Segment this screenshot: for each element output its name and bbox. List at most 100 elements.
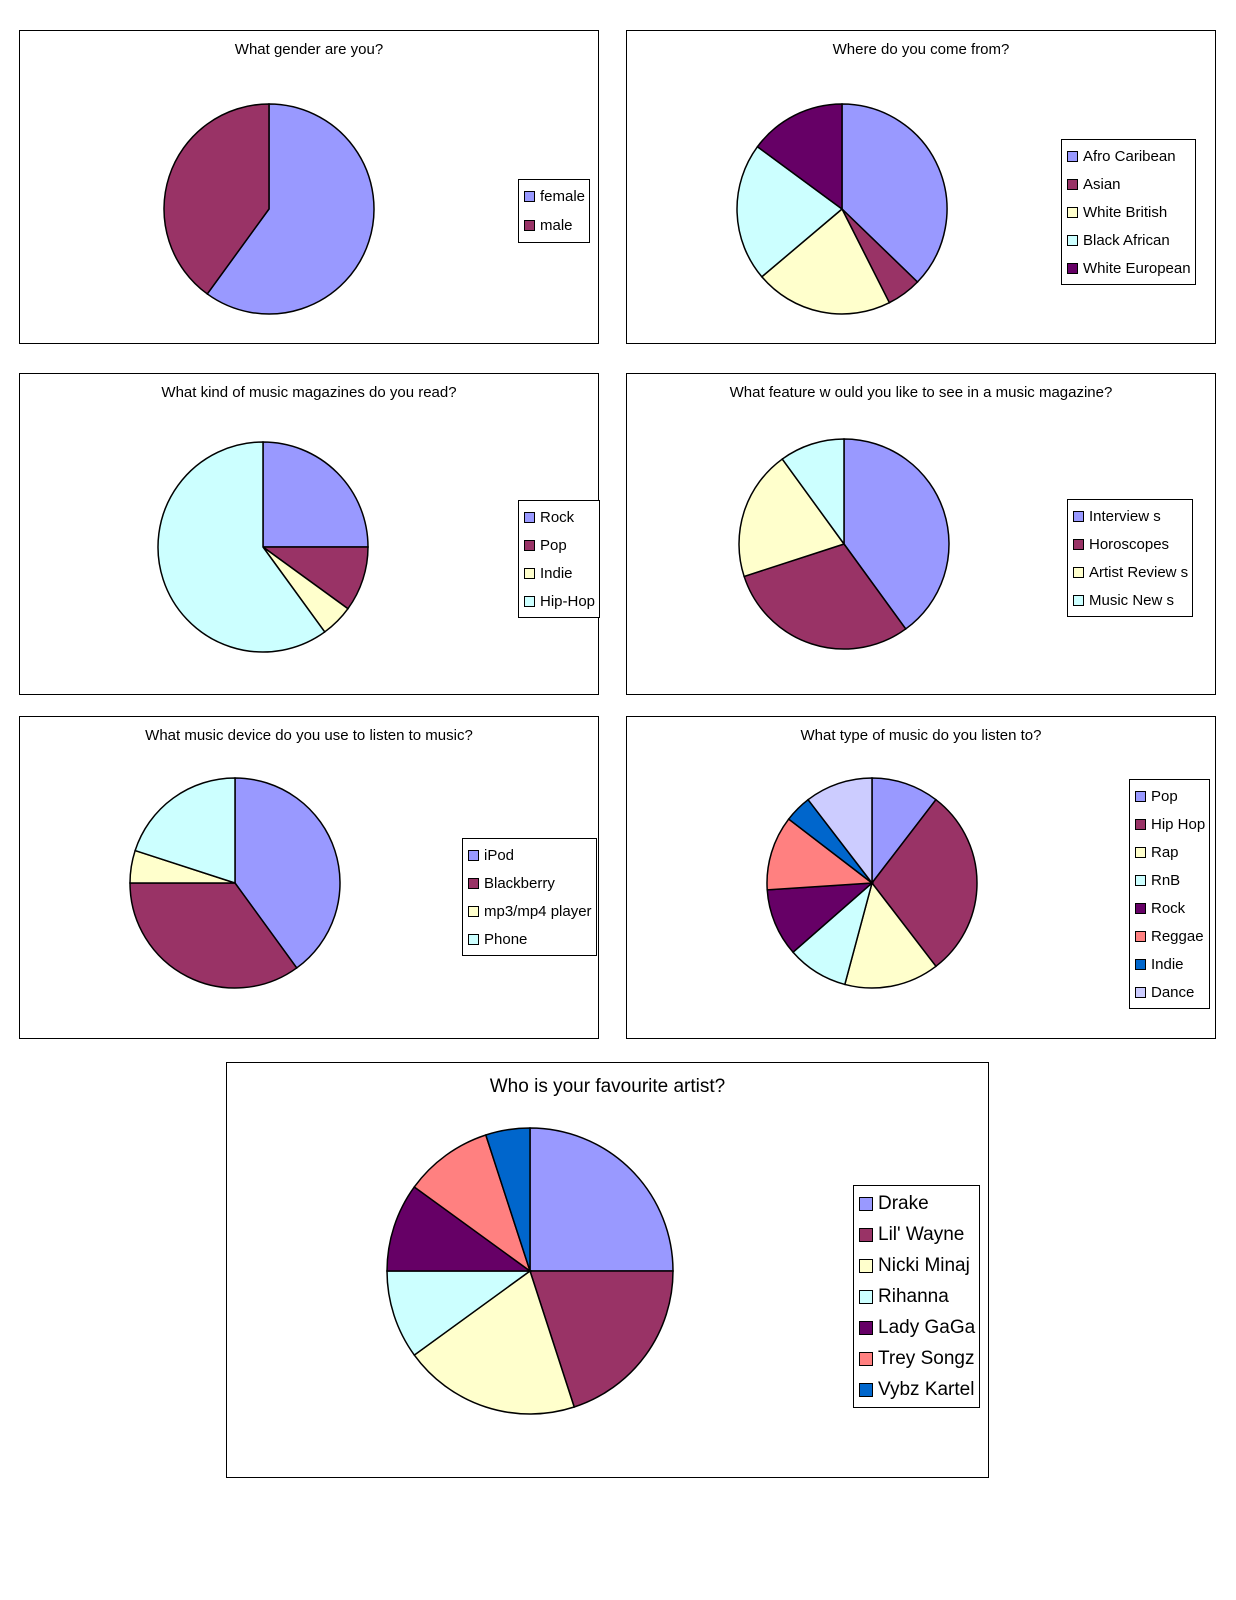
- legend-label: Hip Hop: [1151, 815, 1206, 833]
- pie-slice-horoscopes: [743, 543, 907, 650]
- legend-label: Pop: [1151, 787, 1178, 805]
- legend-label: Pop: [540, 536, 567, 554]
- chart-feature: What feature w ould you like to see in a…: [626, 373, 1216, 695]
- pie-slice-music-new-s: [781, 438, 845, 547]
- legend-swatch: [1135, 958, 1146, 970]
- chart-title: What music device do you use to listen t…: [145, 727, 473, 744]
- legend-label: Dance: [1151, 983, 1195, 1001]
- legend-item: Lady GaGa: [859, 1312, 975, 1343]
- chart-artist: Who is your favourite artist? Drake Lil' …: [226, 1062, 989, 1478]
- legend-swatch: [1067, 234, 1078, 246]
- legend-swatch: [1135, 986, 1146, 998]
- legend-item: Rap: [1135, 838, 1205, 866]
- chart-gender: What gender are you? female male: [19, 30, 599, 344]
- legend-swatch: [468, 849, 479, 861]
- pie-slice-rock: [766, 882, 875, 954]
- legend-label: Trey Songz: [878, 1347, 975, 1369]
- pie-slice-rihanna: [386, 1270, 533, 1357]
- legend-label: Nicki Minaj: [878, 1254, 970, 1276]
- legend-swatch: [524, 595, 535, 607]
- legend-label: Indie: [540, 564, 573, 582]
- legend-item: Drake: [859, 1188, 975, 1219]
- legend-swatch: [1073, 510, 1084, 522]
- legend-label: RnB: [1151, 871, 1181, 889]
- pie-slice-afro-caribean: [841, 103, 948, 284]
- pie-slice-lil-wayne: [528, 1270, 674, 1408]
- legend-swatch: [524, 220, 535, 231]
- pie-slice-artist-review-s: [738, 458, 846, 578]
- legend-item: Rock: [524, 503, 595, 531]
- legend-swatch: [1073, 594, 1084, 606]
- legend-label: Asian: [1083, 175, 1121, 193]
- legend-item: Nicki Minaj: [859, 1250, 975, 1281]
- legend-item: Indie: [1135, 950, 1205, 978]
- chart-device: What music device do you use to listen t…: [19, 716, 599, 1039]
- legend-swatch: [468, 933, 479, 945]
- pie-genre: [766, 777, 978, 989]
- legend-item: Trey Songz: [859, 1343, 975, 1374]
- legend-swatch: [1067, 262, 1078, 274]
- pie-slice-white-european: [756, 103, 843, 211]
- legend: Afro Caribean Asian White British Black Afr…: [1061, 139, 1196, 285]
- chart-title: What gender are you?: [234, 41, 384, 58]
- legend-item: Dance: [1135, 978, 1205, 1006]
- legend-item: Blackberry: [468, 869, 592, 897]
- legend-item: Music New s: [1073, 586, 1188, 614]
- legend-label: Blackberry: [484, 874, 555, 892]
- legend-swatch: [859, 1289, 873, 1304]
- pie-slice-white-british: [760, 207, 891, 315]
- legend-swatch: [1135, 902, 1146, 914]
- legend-swatch: [859, 1227, 873, 1242]
- legend-item: mp3/mp4 player: [468, 897, 592, 925]
- legend-swatch: [524, 567, 535, 579]
- legend-swatch: [468, 877, 479, 889]
- pie-slice-rock: [262, 441, 369, 548]
- legend-label: Lady GaGa: [878, 1316, 976, 1338]
- legend-label: female: [540, 188, 586, 205]
- legend-item: Afro Caribean: [1067, 142, 1191, 170]
- legend-item: Vybz Kartel: [859, 1374, 975, 1405]
- legend-item: Pop: [524, 531, 595, 559]
- chart-title: Who is your favourite artist?: [489, 1076, 726, 1097]
- legend-swatch: [859, 1351, 873, 1366]
- legend-item: White European: [1067, 254, 1191, 282]
- legend-label: White European: [1083, 259, 1191, 277]
- chart-title: What kind of music magazines do you read…: [161, 384, 457, 401]
- legend-item: Indie: [524, 559, 595, 587]
- legend-item: Black African: [1067, 226, 1191, 254]
- legend-label: Interview s: [1089, 507, 1161, 525]
- legend-label: iPod: [484, 846, 515, 864]
- legend-swatch: [859, 1196, 873, 1211]
- legend-label: Afro Caribean: [1083, 147, 1176, 165]
- legend-swatch: [1135, 930, 1146, 942]
- pie-slice-dance: [807, 777, 873, 886]
- pie-slice-rap: [843, 881, 937, 989]
- legend-swatch: [859, 1320, 873, 1335]
- legend-label: male: [540, 217, 573, 234]
- chart-origin: Where do you come from? Afro Caribean Asi…: [626, 30, 1216, 344]
- pie-slice-pop: [871, 777, 937, 886]
- legend-swatch: [1067, 178, 1078, 190]
- legend-swatch: [1135, 874, 1146, 886]
- legend-label: Vybz Kartel: [878, 1378, 975, 1400]
- pie-slice-lady-gaga: [386, 1185, 533, 1272]
- legend-item: female: [524, 182, 585, 211]
- legend-swatch: [1135, 818, 1146, 830]
- legend-item: Hip-Hop: [524, 587, 595, 615]
- legend-label: Black African: [1083, 231, 1170, 249]
- chart-title: Where do you come from?: [832, 41, 1010, 58]
- legend-swatch: [1067, 150, 1078, 162]
- legend-label: mp3/mp4 player: [484, 902, 592, 920]
- chart-magazines: What kind of music magazines do you read…: [19, 373, 601, 695]
- pie-feature: [738, 438, 950, 650]
- pie-artist: [386, 1127, 674, 1415]
- pie-slice-male: [163, 103, 270, 295]
- pie-device: [129, 777, 341, 989]
- legend-swatch: [1135, 790, 1146, 802]
- pie-slice-female: [206, 103, 375, 315]
- legend-label: Indie: [1151, 955, 1184, 973]
- chart-genre: What type of music do you listen to? Pop…: [626, 716, 1216, 1039]
- legend-item: Interview s: [1073, 502, 1188, 530]
- pie-slice-ipod: [234, 777, 341, 969]
- legend-label: Reggae: [1151, 927, 1204, 945]
